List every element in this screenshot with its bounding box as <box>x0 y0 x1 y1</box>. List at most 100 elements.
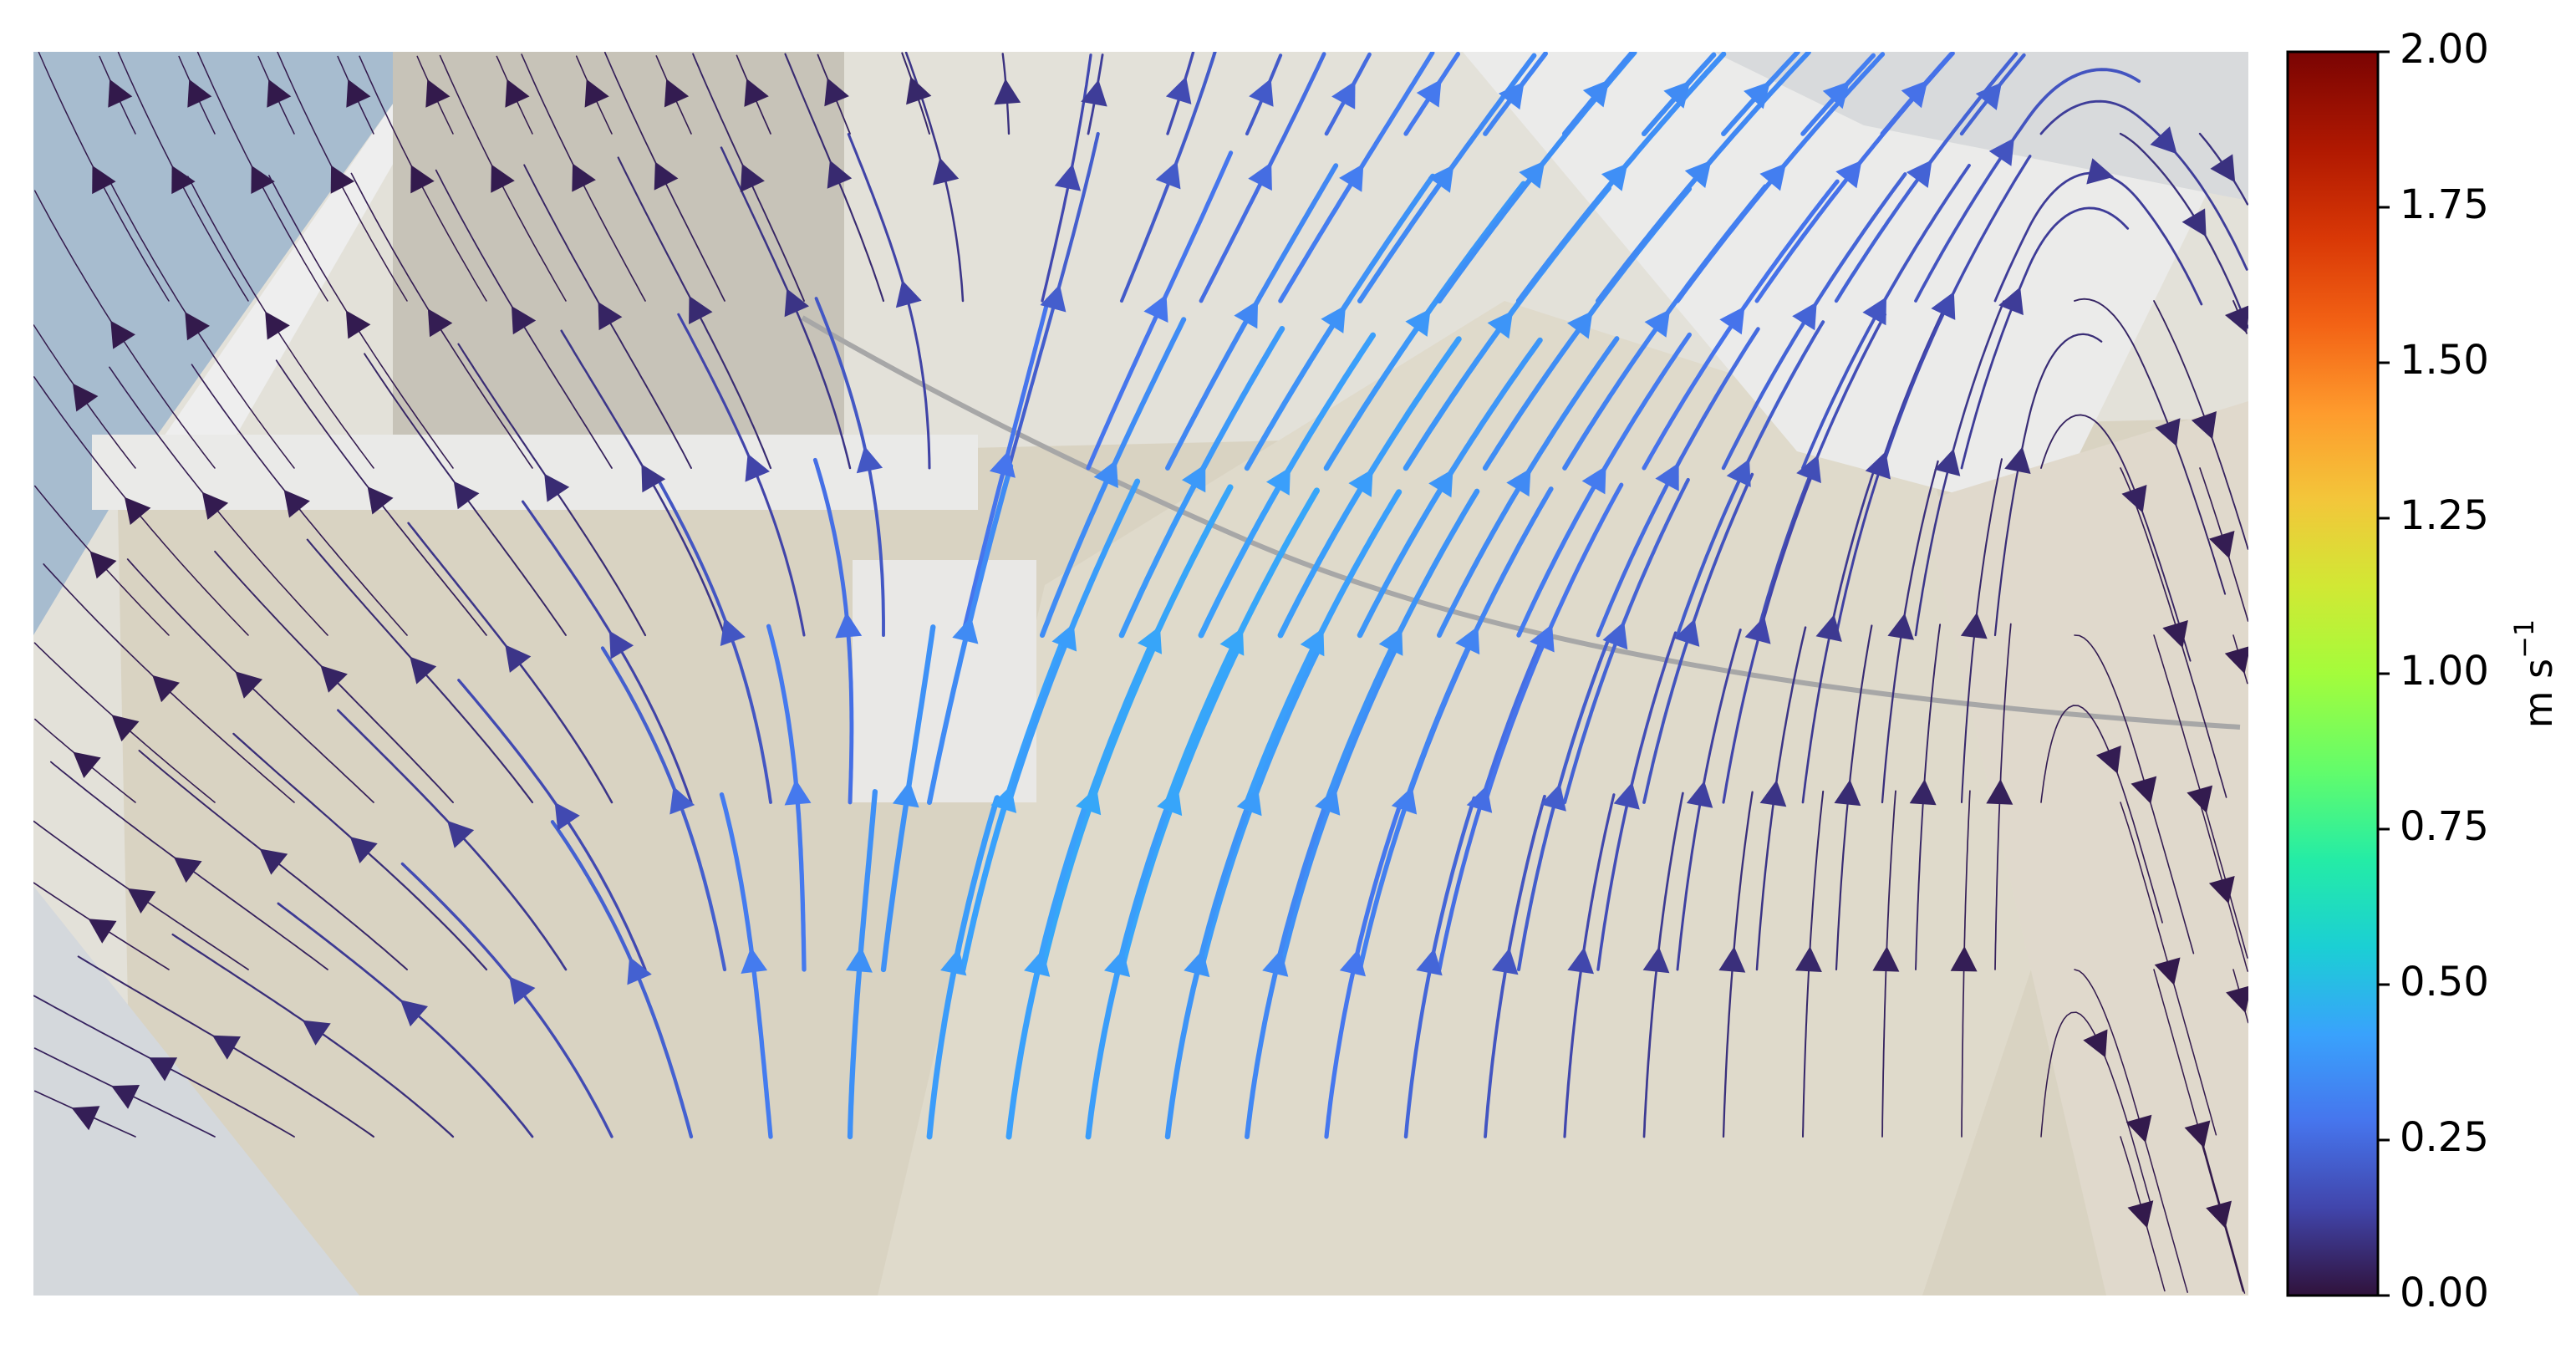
colorbar-tick-label: 0.00 <box>2400 1270 2489 1316</box>
streamline-arrowhead <box>1909 779 1937 806</box>
streamline-arrowhead <box>1466 785 1493 813</box>
streamline-arrowhead <box>741 947 768 974</box>
streamline-arrowhead <box>410 656 437 685</box>
streamline-arrowhead <box>1040 284 1067 313</box>
colorbar-gradient-bar <box>2286 50 2380 1297</box>
streamline-arrowhead <box>1988 138 2014 166</box>
streamline-arrowhead <box>2131 776 2157 804</box>
streamline-arrowhead <box>1321 305 1347 333</box>
streamline-arrowhead <box>1567 310 1593 339</box>
support-beam <box>92 435 978 510</box>
streamline-arrowhead <box>654 161 679 191</box>
streamline-arrowhead <box>2226 985 2248 1013</box>
streamline-arrowhead <box>1931 292 1956 320</box>
streamline-arrowhead <box>1249 78 1274 107</box>
streamline-arrowhead <box>283 490 310 518</box>
streamline-arrowhead <box>2225 305 2248 333</box>
streamline-arrowhead <box>235 671 263 699</box>
streamline-arrowhead <box>1872 946 1900 972</box>
streamline-arrowhead <box>1684 160 1712 188</box>
streamline-arrowhead <box>1686 781 1713 808</box>
streamline-arrowhead <box>1137 625 1162 654</box>
streamline-arrowhead <box>2187 785 2213 813</box>
streamline-arrowhead <box>1759 163 1786 191</box>
streamline-arrowhead <box>856 445 883 474</box>
streamline-arrowhead <box>1155 160 1181 190</box>
streamline-arrowhead <box>1862 297 1886 326</box>
streamline-arrowhead <box>108 79 133 108</box>
streamline-arrowhead <box>2083 1029 2108 1058</box>
streamline-arrowhead <box>1934 448 1961 476</box>
streamline-arrowhead <box>1248 162 1272 191</box>
streamline-arrowhead <box>425 79 451 108</box>
streamline-arrowhead <box>1673 619 1700 647</box>
streamline-arrowhead <box>1143 294 1168 323</box>
colorbar: 0.00 0.25 0.50 0.75 1.00 1.25 1.50 1.75 2.00 m s… <box>2286 26 2561 1316</box>
streamline-arrowhead <box>1076 786 1102 816</box>
streamline-arrowhead <box>1331 80 1356 109</box>
streamline-arrowhead <box>491 164 515 193</box>
streamline-arrowhead <box>1219 627 1245 656</box>
streamline-arrowhead <box>1093 460 1118 488</box>
streamline-arrowhead <box>1759 780 1787 807</box>
streamline-arrowhead <box>1986 779 2013 805</box>
bottom-left-wall <box>33 886 359 1296</box>
streamline-arrowhead <box>2004 446 2031 474</box>
colorbar-tick-label: 1.75 <box>2400 181 2489 228</box>
streamline-arrowhead <box>895 280 922 308</box>
streamline-arrowhead <box>124 496 151 525</box>
streamline-arrowhead <box>1744 616 1771 644</box>
streamline-arrowhead <box>512 306 537 335</box>
streamline-arrowhead <box>1906 160 1932 188</box>
streamline-arrowhead <box>664 79 690 108</box>
colorbar-tick-label: 0.25 <box>2400 1114 2489 1161</box>
streamline-arrowhead <box>1744 81 1771 109</box>
streamline-arrowhead <box>827 160 853 189</box>
streamline-arrowhead <box>111 1085 140 1109</box>
streamline-arrowhead <box>2210 154 2236 183</box>
streamline-arrowhead <box>846 946 873 973</box>
streamline-arrowhead <box>2155 418 2181 446</box>
streamline-arrowhead <box>1795 946 1822 972</box>
streamline-arrowhead <box>152 674 180 703</box>
streamline-arrowhead <box>740 164 765 192</box>
streamline-arrowhead <box>554 802 580 831</box>
streamline-arrowhead <box>720 618 746 646</box>
streamline-arrowhead <box>2191 411 2217 440</box>
streamline-arrowhead <box>1582 79 1610 108</box>
streamline-arrowhead <box>1506 468 1531 497</box>
streamline-arrowhead <box>2184 1120 2211 1148</box>
upper-channel-dark <box>393 52 844 468</box>
streamline-arrowhead <box>544 473 570 502</box>
flume-photo-background <box>33 52 2248 1296</box>
streamline-arrowhead <box>1339 163 1364 192</box>
streamline-arrowhead <box>1498 81 1525 110</box>
upper-right-wall <box>1463 52 2248 518</box>
streamline-arrowhead <box>173 857 202 883</box>
streamline-arrowhead <box>267 79 292 108</box>
streamline-arrowhead <box>689 296 713 324</box>
streamline-arrowhead <box>1157 787 1183 817</box>
streamline-arrowhead <box>1796 455 1821 484</box>
streamline-arrowhead <box>1540 783 1566 812</box>
streamline-arrowhead <box>345 310 371 339</box>
streamline-arrowhead <box>73 751 101 778</box>
streamline-arrowhead <box>89 551 117 579</box>
streamline-arrowhead <box>641 464 666 493</box>
streamline-arrowhead <box>784 288 809 318</box>
streamline-arrowhead <box>1901 80 1928 109</box>
streamline-arrowhead <box>1567 947 1594 975</box>
streamline-arrowhead <box>447 820 475 848</box>
streamline-arrowhead <box>1081 79 1107 107</box>
streamline-arrowhead <box>2127 1200 2154 1229</box>
streamline-arrowhead <box>1315 787 1341 816</box>
streamline-arrowhead <box>1835 160 1862 189</box>
streamline-arrowhead <box>330 165 355 194</box>
left-white-wall-inner <box>142 92 435 468</box>
streamline-arrowhead <box>1391 786 1418 815</box>
streamline-arrowhead <box>187 79 212 108</box>
streamline-arrowhead <box>669 786 695 815</box>
streamline-arrowhead <box>1865 451 1891 480</box>
streamline-arrowhead <box>349 837 378 863</box>
